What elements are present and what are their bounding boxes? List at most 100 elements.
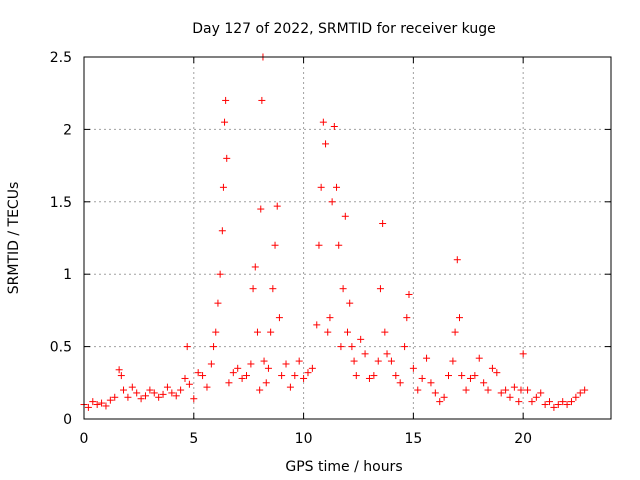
data-point xyxy=(234,364,242,372)
data-point xyxy=(550,403,558,411)
data-point xyxy=(409,364,417,372)
data-point xyxy=(120,386,128,394)
chart-title: Day 127 of 2022, SRMTID for receiver kug… xyxy=(192,21,495,37)
data-point xyxy=(449,357,457,365)
data-point xyxy=(229,369,237,377)
data-point xyxy=(133,389,141,397)
data-point xyxy=(315,241,323,249)
data-point xyxy=(115,366,123,374)
data-point xyxy=(440,393,448,401)
data-point xyxy=(381,328,389,336)
data-point xyxy=(567,398,575,406)
data-point xyxy=(128,383,136,391)
data-point xyxy=(262,379,270,387)
data-point xyxy=(493,369,501,377)
data-point xyxy=(379,220,387,228)
data-point xyxy=(497,389,505,397)
data-point xyxy=(257,205,265,213)
data-point xyxy=(352,372,360,380)
data-point xyxy=(322,140,330,148)
x-tick-label: 20 xyxy=(514,431,532,447)
data-point xyxy=(361,350,369,358)
data-point xyxy=(510,383,518,391)
y-tick-label: 0.5 xyxy=(50,340,72,356)
data-point xyxy=(260,357,268,365)
data-point xyxy=(418,374,426,382)
data-point xyxy=(405,290,413,298)
data-point xyxy=(480,379,488,387)
data-point xyxy=(423,354,431,362)
data-point xyxy=(251,263,259,271)
data-point xyxy=(137,395,145,403)
x-tick-label: 5 xyxy=(189,431,198,447)
data-points xyxy=(80,53,589,411)
data-point xyxy=(401,343,409,351)
y-axis-title: SRMTID / TECUs xyxy=(6,182,22,295)
y-tick-label: 1.5 xyxy=(50,195,72,211)
plot-frame xyxy=(83,56,612,420)
y-tick-label: 2 xyxy=(63,122,72,138)
data-point xyxy=(291,372,299,380)
data-point xyxy=(282,360,290,368)
data-point xyxy=(337,343,345,351)
data-point xyxy=(207,360,215,368)
data-point xyxy=(216,270,224,278)
data-point xyxy=(458,372,466,380)
data-point xyxy=(339,285,347,293)
data-point xyxy=(183,343,191,351)
data-point xyxy=(532,393,540,401)
data-point xyxy=(214,299,222,307)
data-point xyxy=(150,389,158,397)
data-point xyxy=(253,328,261,336)
data-point xyxy=(319,118,327,126)
data-point xyxy=(273,202,281,210)
data-point xyxy=(190,395,198,403)
data-point xyxy=(376,285,384,293)
x-axis-title: GPS time / hours xyxy=(285,459,402,475)
y-tick-label: 1 xyxy=(63,267,72,283)
data-point xyxy=(172,392,180,400)
data-point xyxy=(159,390,167,398)
data-point xyxy=(333,183,341,191)
data-point xyxy=(308,364,316,372)
axis-ticks xyxy=(83,56,611,420)
data-point xyxy=(519,350,527,358)
tick-labels: 0 5 10 15 20 0 0.5 1 1.5 2 2.5 xyxy=(50,50,532,447)
data-point xyxy=(537,389,545,397)
data-point xyxy=(484,386,492,394)
data-point xyxy=(466,374,474,382)
data-point xyxy=(581,386,589,394)
data-point xyxy=(203,383,211,391)
data-point xyxy=(84,403,92,411)
data-point xyxy=(286,383,294,391)
data-point xyxy=(269,285,277,293)
data-point xyxy=(111,393,119,401)
data-point xyxy=(89,398,97,406)
data-point xyxy=(168,389,176,397)
data-point xyxy=(194,369,202,377)
data-point xyxy=(102,402,110,410)
data-point xyxy=(559,398,567,406)
data-point xyxy=(295,357,303,365)
data-point xyxy=(414,386,422,394)
x-tick-label: 10 xyxy=(295,431,313,447)
data-point xyxy=(219,183,227,191)
data-point xyxy=(124,393,132,401)
data-point xyxy=(146,386,154,394)
data-point xyxy=(225,379,233,387)
data-point xyxy=(313,321,321,329)
data-point xyxy=(328,198,336,206)
data-point xyxy=(387,357,395,365)
data-point xyxy=(471,372,479,380)
data-point xyxy=(451,328,459,336)
x-tick-label: 15 xyxy=(404,431,422,447)
data-point xyxy=(344,328,351,336)
y-tick-label: 0 xyxy=(63,412,72,428)
data-point xyxy=(155,393,163,401)
data-point xyxy=(453,256,461,264)
data-point xyxy=(403,314,411,322)
data-point xyxy=(445,372,453,380)
data-point xyxy=(335,241,343,249)
data-point xyxy=(247,360,255,368)
